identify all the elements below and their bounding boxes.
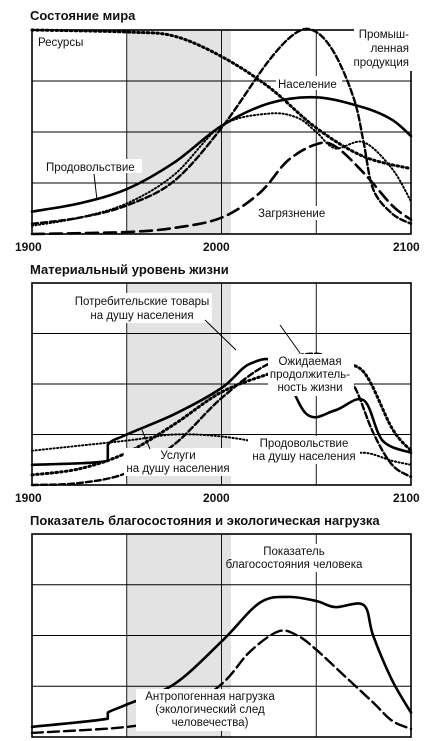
label-goods-2: на душу населения bbox=[90, 310, 193, 322]
panel1-title: Состояние мира bbox=[30, 8, 136, 23]
panel1-label-bg-population bbox=[276, 76, 342, 90]
panel2-xtick-2100: 2100 bbox=[393, 491, 420, 505]
panel2-leader-services bbox=[141, 429, 151, 450]
panel-welfare-footprint: Показатель благосостояния человека Антро… bbox=[30, 533, 413, 738]
panel-state-of-world: Ресурсы Промыш- ленная продукция Населен… bbox=[30, 27, 413, 236]
panel2-label-bg-life bbox=[268, 354, 354, 396]
panel2-leader-life bbox=[279, 324, 301, 354]
panel2-leader-goods bbox=[204, 319, 237, 351]
label-population: Население bbox=[278, 79, 337, 91]
panel3-title: Показатель благосостояния и экологическа… bbox=[30, 513, 380, 528]
panel3-label-bg-footprint bbox=[136, 689, 286, 731]
series-line-0 bbox=[30, 595, 413, 729]
label-food: Продовольствие bbox=[46, 162, 135, 174]
panel-living-standard: Потребительские товары на душу населения… bbox=[30, 282, 413, 487]
panel2-xtick-1900: 1900 bbox=[15, 491, 42, 505]
series-line-3 bbox=[31, 433, 412, 466]
panel1-labels: Ресурсы Промыш- ленная продукция Населен… bbox=[36, 27, 412, 220]
label-food-pc-1: Продовольствие bbox=[260, 438, 349, 450]
series-line-3 bbox=[31, 112, 412, 227]
label-services-1: Услуги bbox=[160, 450, 195, 462]
panel1-xtick-2100: 2100 bbox=[393, 240, 420, 254]
panel2-label-bg-goods bbox=[72, 293, 212, 323]
label-life-3: ность жизни bbox=[277, 382, 342, 394]
panel1-label-bg-industry bbox=[354, 27, 412, 71]
label-footprint-2: (экологический след bbox=[155, 704, 265, 716]
label-life-2: продолжитель- bbox=[270, 369, 350, 381]
panel3-label-bg-welfare bbox=[232, 544, 358, 572]
panel2-title: Материальный уровень жизни bbox=[30, 262, 229, 277]
label-pollution: Загрязнение bbox=[258, 208, 325, 220]
panel2-label-bg-services bbox=[124, 448, 236, 476]
label-welfare-1: Показатель bbox=[263, 546, 324, 558]
label-services-2: на душу населения bbox=[126, 463, 229, 475]
panel1-xtick-1900: 1900 bbox=[15, 240, 42, 254]
panel1-frame bbox=[31, 29, 412, 235]
label-industry-1: Промыш- bbox=[359, 29, 409, 41]
label-resources: Ресурсы bbox=[38, 37, 83, 49]
label-goods-1: Потребительские товары bbox=[75, 296, 210, 308]
label-food-pc-2: на душу населения bbox=[252, 451, 355, 463]
label-welfare-2: благосостояния человека bbox=[226, 559, 363, 571]
panel1-label-bg-resources bbox=[36, 35, 88, 49]
panel1-series bbox=[30, 27, 413, 236]
label-industry-3: продукция bbox=[354, 57, 410, 69]
panel3-frame bbox=[31, 533, 412, 738]
panel3-labels: Показатель благосостояния человека Антро… bbox=[136, 544, 363, 731]
series-line-0 bbox=[30, 28, 413, 171]
series-line-2 bbox=[30, 95, 413, 213]
panel2-xtick-2000: 2000 bbox=[203, 491, 230, 505]
panel2-labels: Потребительские товары на душу населения… bbox=[72, 293, 360, 476]
label-life-1: Ожидаемая bbox=[278, 356, 341, 368]
series-line-0 bbox=[30, 357, 413, 467]
series-line-4 bbox=[30, 141, 413, 236]
panel1-leader-food bbox=[93, 173, 98, 201]
panel1-label-bg-pollution bbox=[256, 206, 338, 220]
panel2-label-bg-food bbox=[248, 436, 360, 464]
label-industry-2: ленная bbox=[371, 43, 409, 55]
panel2-frame bbox=[31, 282, 412, 486]
panel1-label-bg-food bbox=[44, 159, 142, 173]
panel1-xtick-2000: 2000 bbox=[203, 240, 230, 254]
label-footprint-3: человечества) bbox=[172, 717, 249, 729]
label-footprint-1: Антропогенная нагрузка bbox=[145, 691, 275, 703]
